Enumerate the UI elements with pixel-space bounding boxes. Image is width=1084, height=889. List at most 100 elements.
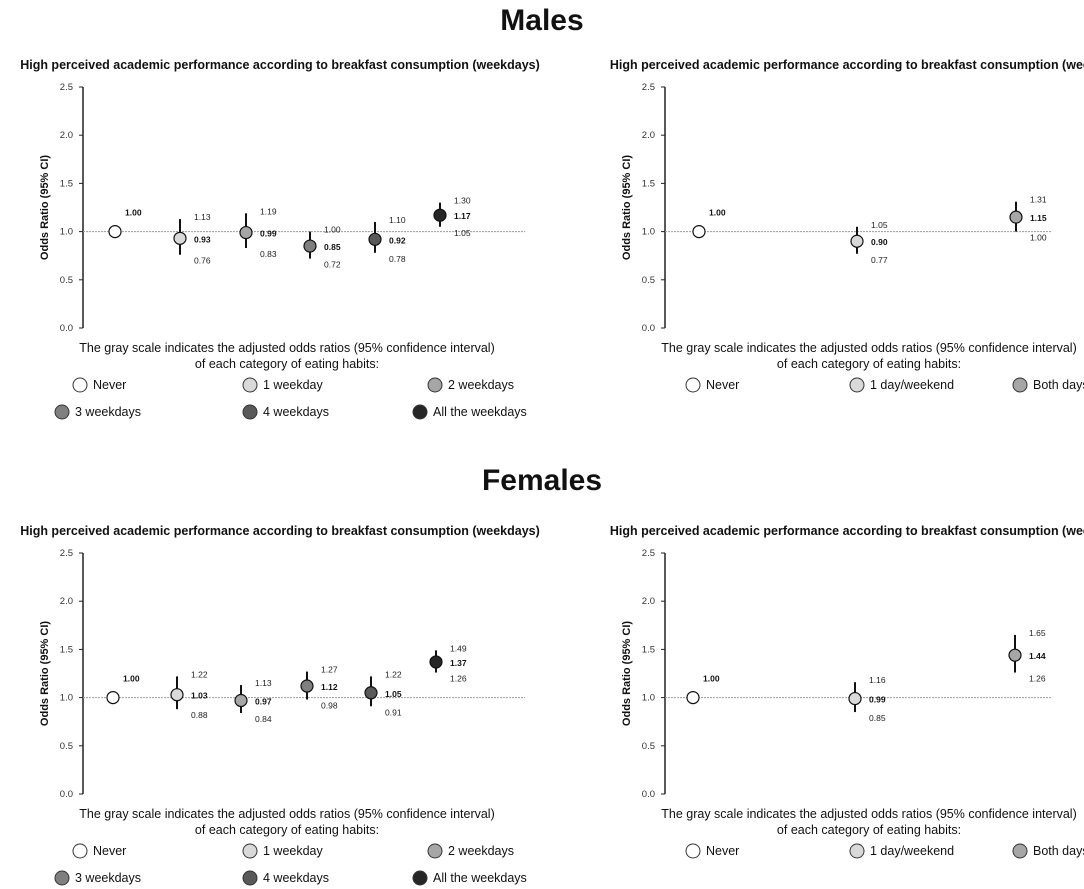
- y-tick-label: 0.0: [642, 323, 655, 334]
- legend-label: 3 weekdays: [75, 871, 141, 885]
- y-tick-label: 0.5: [60, 275, 73, 286]
- data-point: [303, 239, 317, 253]
- y-tick-label: 0.5: [60, 741, 73, 752]
- y-tick-label: 2.0: [60, 130, 73, 141]
- ci-lower-label: 0.76: [194, 256, 211, 266]
- data-point: [108, 225, 122, 239]
- y-tick-label: 2.5: [642, 548, 655, 559]
- legend-label: 1 day/weekend: [870, 844, 954, 858]
- legend-label: Never: [93, 378, 126, 392]
- section-title-females: Females: [482, 464, 602, 497]
- chart-panel-3: High perceived academic performance acco…: [610, 524, 1084, 859]
- or-label: 1.05: [385, 689, 402, 699]
- data-point: [239, 225, 253, 240]
- ci-lower-label: 0.88: [191, 710, 208, 720]
- legend-swatch: [242, 377, 258, 393]
- y-tick-label: 0.0: [60, 323, 73, 334]
- chart-title: High perceived academic performance acco…: [610, 524, 1084, 538]
- legend-swatch: [242, 843, 258, 859]
- or-label: 1.03: [191, 691, 208, 701]
- ci-lower-label: 0.83: [260, 249, 277, 259]
- ci-lower-label: 0.84: [255, 714, 272, 724]
- legend-swatch: [412, 870, 428, 886]
- data-point: [433, 208, 447, 222]
- ci-lower-label: 1.26: [1029, 674, 1046, 684]
- y-tick-label: 2.0: [60, 596, 73, 607]
- legend-swatch: [685, 843, 701, 859]
- or-label: 1.12: [321, 682, 338, 692]
- ci-upper-label: 1.00: [324, 225, 341, 235]
- or-label: 1.00: [709, 208, 726, 218]
- y-tick-label: 0.5: [642, 741, 655, 752]
- data-point: [300, 679, 314, 693]
- legend-swatch: [54, 404, 70, 420]
- legend-swatch: [412, 404, 428, 420]
- ci-upper-label: 1.13: [194, 212, 211, 222]
- data-point: [234, 693, 248, 708]
- chart-title: High perceived academic performance acco…: [610, 58, 1084, 72]
- data-point: [106, 690, 120, 705]
- data-point: [368, 232, 382, 246]
- ci-lower-label: 0.91: [385, 707, 402, 717]
- data-point: [1008, 648, 1022, 662]
- legend-label: All the weekdays: [433, 871, 527, 885]
- ci-upper-label: 1.49: [450, 643, 467, 653]
- or-label: 0.85: [324, 242, 341, 252]
- y-tick-label: 0.0: [642, 789, 655, 800]
- legend-caption-line1: The gray scale indicates the adjusted od…: [79, 807, 495, 821]
- legend-label: Both days: [1033, 378, 1084, 392]
- or-label: 1.00: [123, 674, 140, 684]
- legend-label: Both days: [1033, 844, 1084, 858]
- legend-caption-line1: The gray scale indicates the adjusted od…: [661, 807, 1077, 821]
- ci-upper-label: 1.22: [191, 669, 208, 679]
- ci-upper-label: 1.16: [869, 675, 886, 685]
- ci-lower-label: 0.77: [871, 255, 888, 265]
- data-point: [848, 691, 862, 706]
- legend-label: All the weekdays: [433, 405, 527, 419]
- y-tick-label: 2.0: [642, 596, 655, 607]
- legend-caption-line2: of each category of eating habits:: [777, 823, 961, 837]
- legend-label: 2 weekdays: [448, 378, 514, 392]
- or-label: 0.92: [389, 235, 406, 245]
- ci-lower-label: 1.05: [454, 228, 471, 238]
- legend-swatch: [849, 843, 865, 859]
- legend-caption-line2: of each category of eating habits:: [195, 823, 379, 837]
- chart-title: High perceived academic performance acco…: [20, 58, 540, 72]
- legend-swatch: [849, 377, 865, 393]
- or-label: 0.90: [871, 237, 888, 247]
- ci-upper-label: 1.13: [255, 678, 272, 688]
- y-tick-label: 2.5: [642, 82, 655, 93]
- legend-swatch: [72, 377, 88, 393]
- ci-lower-label: 0.72: [324, 260, 341, 270]
- legend-swatch: [685, 377, 701, 393]
- legend-label: 3 weekdays: [75, 405, 141, 419]
- chart-panel-1: High perceived academic performance acco…: [610, 58, 1084, 393]
- or-label: 0.93: [194, 234, 211, 244]
- y-axis-label: Odds Ratio (95% CI): [621, 155, 633, 260]
- chart-title: High perceived academic performance acco…: [20, 524, 540, 538]
- or-label: 1.37: [450, 658, 467, 668]
- y-tick-label: 1.0: [60, 227, 73, 238]
- legend-label: 4 weekdays: [263, 405, 329, 419]
- legend-label: Never: [706, 378, 739, 392]
- data-point: [686, 690, 700, 705]
- ci-upper-label: 1.05: [871, 220, 888, 230]
- legend-swatch: [427, 377, 443, 393]
- y-tick-label: 1.5: [60, 178, 73, 189]
- data-point: [170, 688, 184, 702]
- ci-lower-label: 0.98: [321, 701, 338, 711]
- y-tick-label: 0.5: [642, 275, 655, 286]
- ci-lower-label: 1.26: [450, 674, 467, 684]
- legend-label: 1 day/weekend: [870, 378, 954, 392]
- legend-label: 1 weekday: [263, 844, 324, 858]
- legend-caption-line1: The gray scale indicates the adjusted od…: [79, 341, 495, 355]
- or-label: 1.00: [703, 674, 720, 684]
- ci-lower-label: 0.78: [389, 254, 406, 264]
- y-tick-label: 1.0: [642, 693, 655, 704]
- data-point: [429, 655, 443, 669]
- or-label: 0.97: [255, 696, 272, 706]
- data-point: [850, 234, 864, 248]
- or-label: 0.99: [260, 229, 277, 239]
